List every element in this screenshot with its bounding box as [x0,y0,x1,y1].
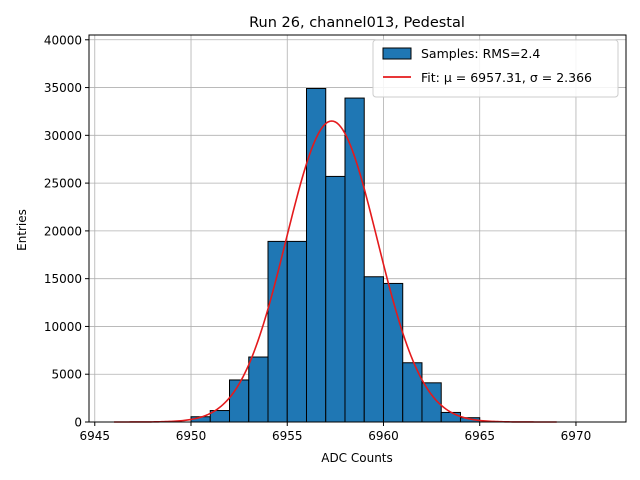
x-axis-label: ADC Counts [321,451,393,465]
legend-samples-label: Samples: RMS=2.4 [421,46,540,61]
histogram-bar [440,411,461,423]
histogram-bar [248,356,269,423]
histogram-bar [325,175,346,423]
chart-title: Run 26, channel013, Pedestal [249,15,465,31]
y-tick-label: 25000 [44,177,82,191]
legend: Samples: RMS=2.4 Fit: μ = 6957.31, σ = 2… [372,39,619,98]
histogram-bar [229,379,250,423]
x-tick-label: 6970 [561,429,592,443]
histogram-bar [402,362,423,423]
y-axis-label: Entries [15,209,29,251]
y-tick-label: 15000 [44,272,82,286]
histogram-bar [363,276,384,423]
y-tick-label: 20000 [44,224,82,238]
fit-curve [114,120,557,423]
x-tick-label: 6965 [464,429,495,443]
histogram-bar [382,282,404,423]
y-tick-label: 0 [74,416,82,430]
legend-samples-swatch [382,47,412,60]
histogram-bar [286,240,307,423]
y-tick-label: 40000 [44,33,82,47]
y-axis-ticks: 0 5000 10000 15000 20000 25000 30000 35000 40000 [44,33,89,430]
x-tick-label: 6950 [176,429,207,443]
y-tick-label: 35000 [44,81,82,95]
x-tick-label: 6955 [272,429,303,443]
y-tick-label: 30000 [44,129,82,143]
x-axis-ticks: 6945 6950 6955 6960 6965 6970 [80,422,592,443]
plot-frame [88,34,627,423]
legend-fit-label: Fit: μ = 6957.31, σ = 2.366 [421,70,592,85]
histogram-bar [344,97,365,423]
legend-box [372,39,619,98]
histogram-bars [190,88,481,423]
x-tick-label: 6945 [80,429,111,443]
y-tick-label: 10000 [44,320,82,334]
histogram-bar [267,240,288,423]
x-tick-label: 6960 [368,429,399,443]
y-tick-label: 5000 [51,368,82,382]
